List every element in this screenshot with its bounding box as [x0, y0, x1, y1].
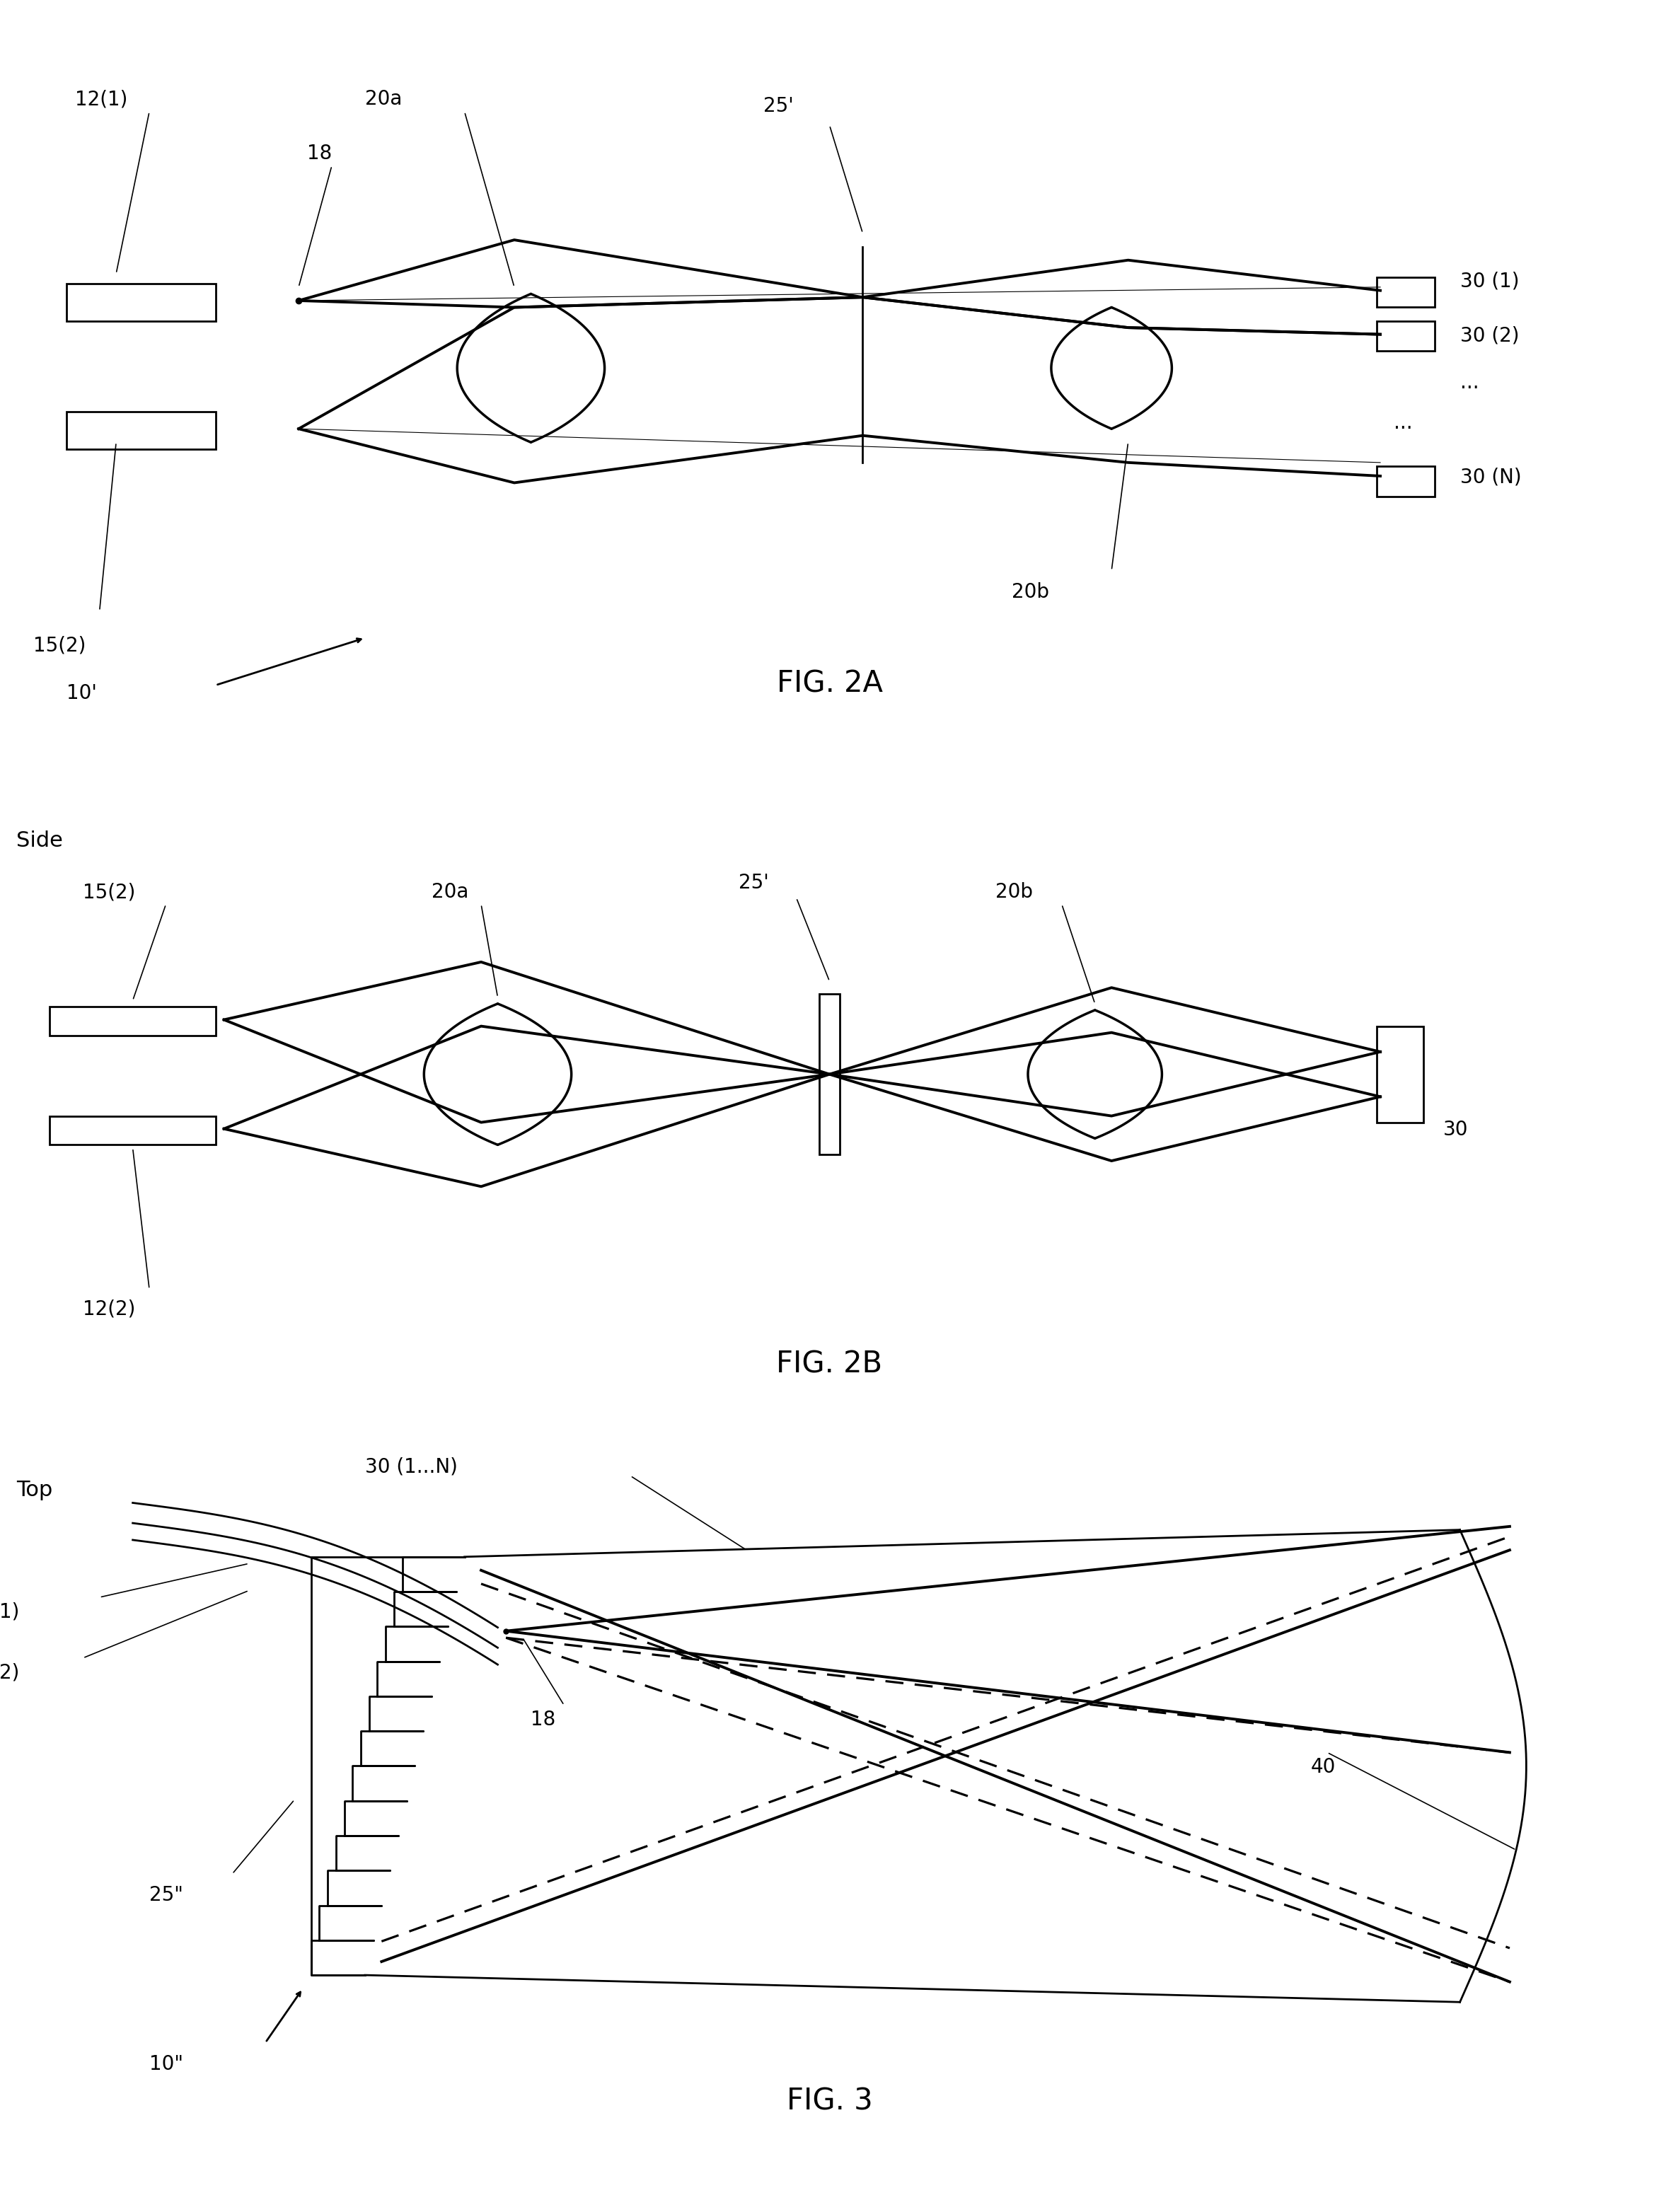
Text: 30: 30: [1443, 1119, 1468, 1139]
Text: Top: Top: [17, 1480, 53, 1500]
Text: 20a: 20a: [431, 883, 468, 902]
Text: 30 (N): 30 (N): [1460, 467, 1521, 487]
Text: 18: 18: [531, 1710, 556, 1730]
Bar: [66, 411, 216, 449]
Bar: [1377, 467, 1435, 495]
Text: 25': 25': [763, 95, 793, 115]
Text: 25": 25": [149, 1885, 182, 1905]
Bar: [50, 1115, 216, 1146]
Text: 20a: 20a: [365, 88, 401, 108]
Text: 15(2): 15(2): [83, 883, 136, 902]
Text: 12(2): 12(2): [83, 1298, 136, 1318]
Text: 12(1): 12(1): [75, 88, 128, 108]
Text: 15(2): 15(2): [33, 635, 86, 655]
Text: 10": 10": [149, 2055, 182, 2075]
Text: 15(2): 15(2): [0, 1663, 20, 1683]
Bar: [66, 283, 216, 321]
Text: 10': 10': [66, 684, 96, 703]
Bar: [1377, 321, 1435, 352]
Text: FIG. 3: FIG. 3: [786, 2086, 873, 2117]
Text: 25': 25': [738, 874, 768, 891]
Text: 20b: 20b: [995, 883, 1034, 902]
Text: Side: Side: [17, 830, 63, 852]
Text: 20b: 20b: [1012, 582, 1050, 602]
Text: 18: 18: [307, 144, 332, 164]
Text: ...: ...: [1394, 414, 1412, 434]
Text: FIG. 2A: FIG. 2A: [776, 668, 883, 699]
Text: FIG. 2B: FIG. 2B: [776, 1349, 883, 1378]
Bar: [1377, 1026, 1423, 1121]
Text: 30 (1): 30 (1): [1460, 272, 1520, 292]
Text: 30 (1...N): 30 (1...N): [365, 1458, 458, 1478]
Bar: [1377, 276, 1435, 307]
Text: ...: ...: [1460, 374, 1478, 392]
Bar: [50, 1006, 216, 1035]
Text: 12(1): 12(1): [0, 1601, 20, 1621]
Text: 30 (2): 30 (2): [1460, 325, 1520, 345]
Bar: [820, 993, 839, 1155]
Text: 40: 40: [1311, 1756, 1335, 1776]
